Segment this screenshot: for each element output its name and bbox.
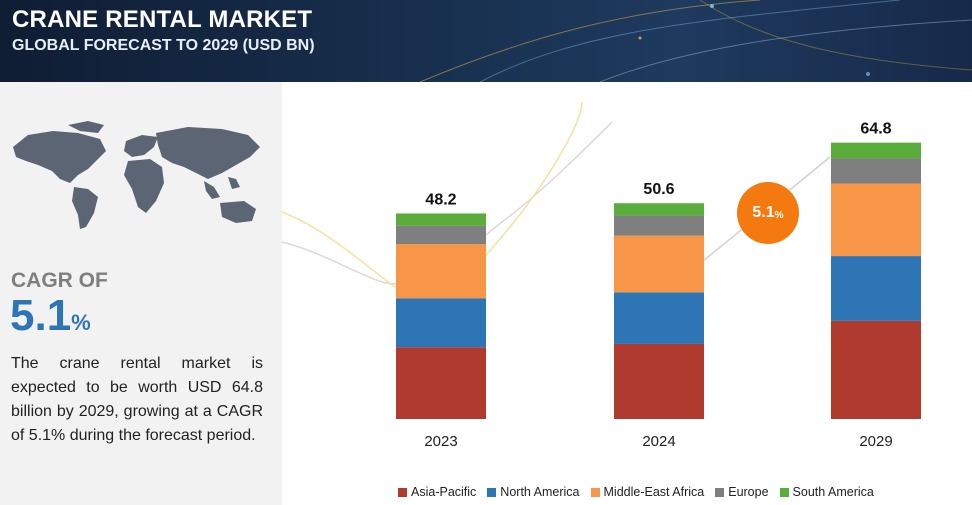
- legend-swatch: [590, 487, 600, 497]
- bar-segment-north-america-2024: [614, 292, 704, 344]
- legend-swatch: [398, 487, 407, 497]
- world-map-icon: [13, 121, 260, 229]
- growth-value: 5.1: [752, 204, 775, 221]
- x-tick-label: 2029: [859, 433, 892, 450]
- legend-label: Asia-Pacific: [411, 485, 477, 499]
- bar-total-label: 48.2: [425, 191, 456, 208]
- bar-segment-europe-2023: [396, 225, 486, 245]
- bar-segment-europe-2029: [831, 158, 921, 184]
- bar-segment-asia-pacific-2024: [614, 343, 704, 419]
- legend-label: North America: [500, 485, 580, 499]
- bar-segment-north-america-2029: [831, 256, 921, 321]
- legend-item: Middle-East Africa: [590, 485, 705, 499]
- bar-segment-europe-2024: [614, 215, 704, 236]
- cagr-number: 5.1: [10, 291, 72, 340]
- cagr-label: CAGR OF: [11, 269, 108, 292]
- x-tick-label: 2024: [642, 433, 675, 450]
- legend-swatch: [779, 487, 789, 497]
- page-subtitle: GLOBAL FORECAST TO 2029 (USD BN): [12, 37, 315, 54]
- summary-panel: CAGR OF 5.1% The crane rental market is …: [0, 82, 282, 505]
- legend-swatch: [715, 487, 725, 497]
- x-tick-label: 2023: [424, 433, 457, 450]
- growth-unit: %: [774, 209, 784, 221]
- bar-segment-south-america-2023: [396, 213, 486, 226]
- legend-label: Europe: [728, 485, 769, 499]
- bar-segment-middle-east-africa-2023: [396, 244, 486, 299]
- legend-item: North America: [487, 485, 580, 499]
- legend-item: Europe: [715, 485, 769, 499]
- bar-total-label: 64.8: [860, 121, 891, 138]
- header-decoration: [419, 0, 972, 82]
- legend-swatch: [487, 487, 497, 497]
- chart-legend: Asia-Pacific North America Middle-East A…: [398, 484, 874, 500]
- cagr-value: 5.1%: [10, 291, 91, 348]
- bar-segment-asia-pacific-2023: [396, 347, 486, 419]
- market-description: The crane rental market is expected to b…: [11, 355, 263, 444]
- bar-segment-north-america-2023: [396, 298, 486, 348]
- bar-segment-middle-east-africa-2029: [831, 183, 921, 257]
- bar-segment-south-america-2024: [614, 203, 704, 216]
- header-banner: CRANE RENTAL MARKET GLOBAL FORECAST TO 2…: [0, 0, 972, 82]
- bar-segment-asia-pacific-2029: [831, 320, 921, 419]
- chart-area: 48.2 2023 50.6 2024 64.8 2029: [281, 82, 972, 487]
- stacked-bar-chart: 48.2 2023 50.6 2024 64.8 2029: [281, 101, 921, 450]
- growth-badge: 5.1%: [737, 182, 799, 244]
- bar-segment-south-america-2029: [831, 142, 921, 159]
- cagr-unit: %: [71, 310, 91, 335]
- legend-label: Middle-East Africa: [603, 485, 705, 499]
- bar-segment-middle-east-africa-2024: [614, 235, 704, 293]
- legend-label: South America: [792, 485, 874, 499]
- page-title: CRANE RENTAL MARKET: [12, 6, 313, 33]
- bar-total-label: 50.6: [643, 181, 674, 198]
- legend-item: Asia-Pacific: [398, 485, 476, 499]
- legend-item: South America: [779, 485, 874, 499]
